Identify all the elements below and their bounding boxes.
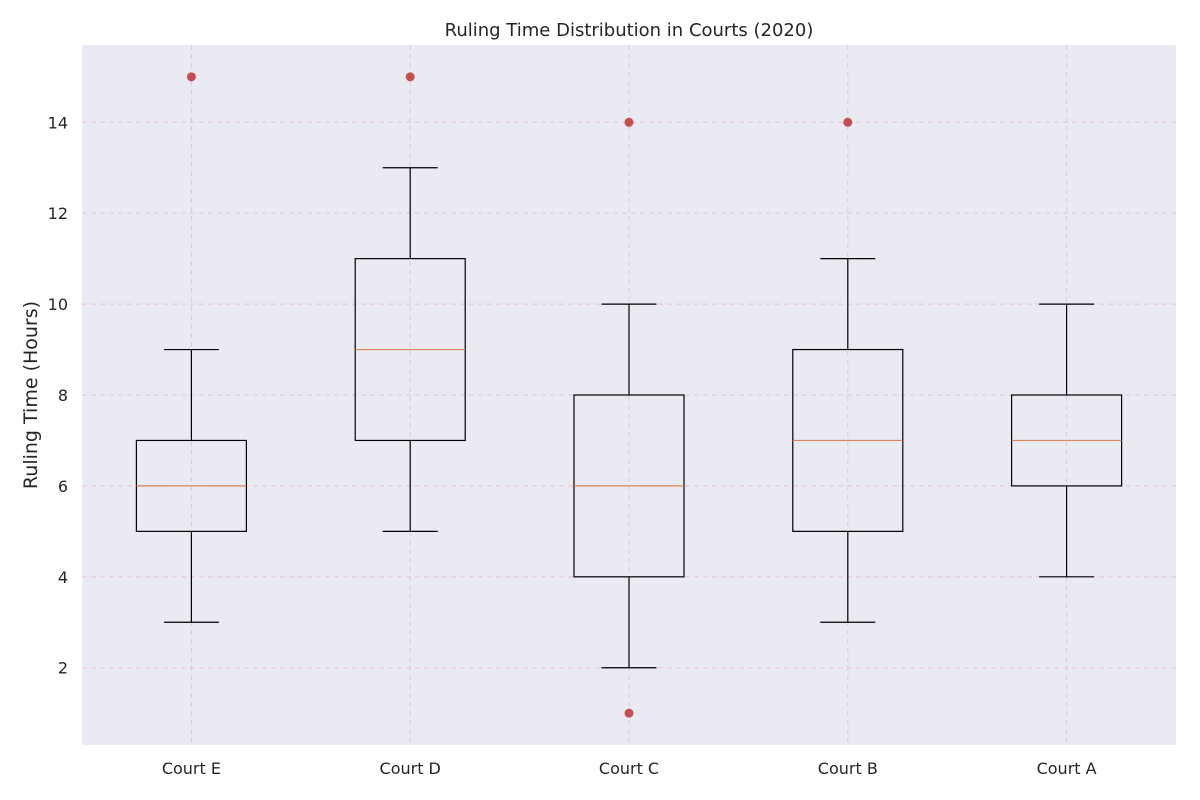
y-tick-label: 6 xyxy=(58,477,68,496)
ticks: 2 4 6 8 10 12 14 Court E Court D Court C Court B Co… xyxy=(48,113,1097,778)
box-court-a xyxy=(1010,303,1123,578)
y-tick-label: 2 xyxy=(58,659,68,678)
outlier-point xyxy=(624,117,634,127)
outlier-point xyxy=(624,708,634,718)
y-tick-label: 8 xyxy=(58,386,68,405)
y-axis-label: Ruling Time (Hours) xyxy=(20,301,42,489)
grid xyxy=(82,45,1176,745)
box-court-e xyxy=(135,72,247,623)
outlier-point xyxy=(843,117,853,127)
x-tick-label: Court C xyxy=(599,759,659,778)
outlier-point xyxy=(186,72,196,82)
y-tick-label: 4 xyxy=(58,568,68,587)
x-tick-label: Court A xyxy=(1037,759,1097,778)
x-tick-label: Court D xyxy=(380,759,441,778)
y-tick-label: 12 xyxy=(48,204,68,223)
x-tick-label: Court B xyxy=(818,759,878,778)
boxes xyxy=(135,72,1123,718)
y-tick-label: 10 xyxy=(48,295,68,314)
y-tick-label: 14 xyxy=(48,113,68,132)
chart-title: Ruling Time Distribution in Courts (2020… xyxy=(445,20,814,41)
box-court-d xyxy=(354,72,466,532)
box-court-b xyxy=(792,117,904,623)
outlier-point xyxy=(405,72,415,82)
box-court-c xyxy=(573,117,685,718)
x-tick-label: Court E xyxy=(162,759,221,778)
